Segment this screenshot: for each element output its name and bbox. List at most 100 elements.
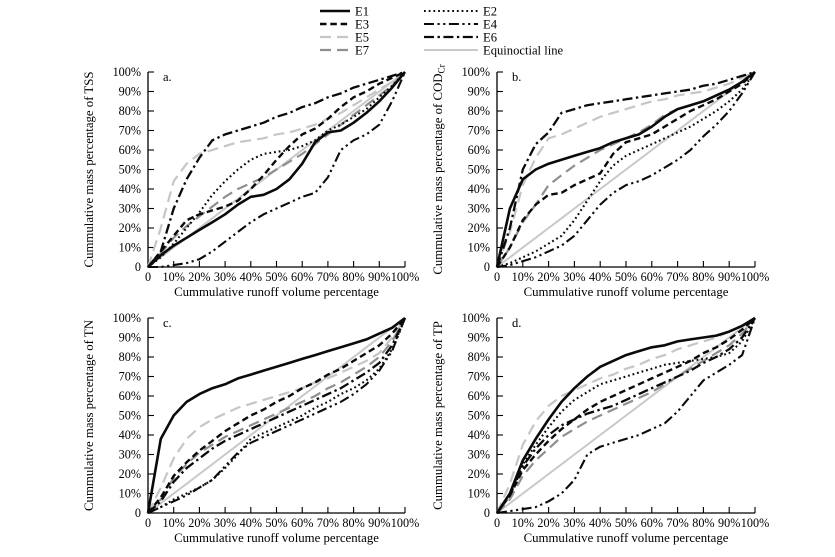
x-tick-label: 50%: [265, 270, 287, 284]
y-tick-label: 40%: [468, 182, 490, 196]
y-tick-label: 20%: [468, 467, 490, 481]
series-E5-a: [146, 71, 406, 268]
y-tick-label: 0: [484, 506, 490, 520]
series-E1-a: [147, 71, 407, 268]
panel-label-d: d.: [512, 316, 521, 330]
x-tick-label: 90%: [368, 270, 390, 284]
x-tick-label: 80%: [692, 516, 714, 530]
y-tick-label: 30%: [119, 202, 141, 216]
y-tick-label: 10%: [119, 487, 141, 501]
x-tick-label: 30%: [214, 270, 236, 284]
y-tick-label: 70%: [468, 370, 490, 384]
y-tick-label: 30%: [468, 202, 490, 216]
y-axis-title: Cummulative mass percentage of TSS: [82, 72, 96, 268]
x-axis-title: Cummulative runoff volume percentage: [524, 285, 729, 299]
y-tick-label: 0: [135, 260, 141, 274]
series-E1-c: [146, 316, 406, 514]
series-E4-b: [496, 71, 756, 269]
series-E7-d: [496, 317, 756, 514]
series-Equinoctial-line-c: [147, 317, 406, 514]
series-E6-b: [495, 70, 756, 268]
y-tick-label: 30%: [119, 448, 141, 462]
x-tick-label: 50%: [265, 516, 287, 530]
x-tick-label: 20%: [537, 270, 559, 284]
panel-b: 0 10% 20% 30% 40% 50% 60% 70% 80% 90% 100%010%20%3…: [431, 64, 769, 299]
x-tick-label: 60%: [641, 516, 663, 530]
x-tick-label: 60%: [291, 270, 313, 284]
y-tick-label: 60%: [468, 389, 490, 403]
y-tick-label: 50%: [119, 163, 141, 177]
x-tick-label: 10%: [512, 270, 534, 284]
y-tick-label: 70%: [119, 370, 141, 384]
x-tick-label: 30%: [563, 270, 585, 284]
legend-label-E3: E3: [355, 17, 369, 31]
x-tick-label: 20%: [188, 270, 210, 284]
y-tick-label: 40%: [468, 428, 490, 442]
y-axis-title: Cummulative mass percentage of TN: [82, 320, 96, 511]
series-Equinoctial-line-b: [496, 71, 756, 268]
x-tick-label: 40%: [589, 270, 611, 284]
y-tick-label: 60%: [468, 143, 490, 157]
series-E4-a: [148, 71, 406, 269]
legend-item-E2: E2: [424, 4, 497, 18]
y-tick-label: 30%: [468, 448, 490, 462]
x-tick-label: 80%: [342, 516, 364, 530]
y-tick-label: 70%: [468, 124, 490, 138]
x-tick-label: 10%: [163, 516, 185, 530]
series-E6-a: [147, 70, 406, 268]
y-tick-label: 0: [135, 506, 141, 520]
legend-item-E6: E6: [424, 30, 497, 44]
x-tick-label: 90%: [718, 270, 740, 284]
x-tick-label: 80%: [692, 270, 714, 284]
legend-item-EQ: Equinoctial line: [424, 43, 563, 57]
x-tick-label: 90%: [718, 516, 740, 530]
series-E2-a: [147, 71, 406, 268]
y-tick-label: 40%: [119, 182, 141, 196]
series-E7-c: [147, 317, 406, 514]
series-E4-d: [496, 317, 756, 515]
panel-label-a: a.: [163, 70, 172, 84]
y-tick-label: 90%: [119, 85, 141, 99]
legend-item-E5: E5: [320, 30, 369, 44]
y-tick-label: 20%: [119, 221, 141, 235]
series-E6-c: [147, 317, 407, 514]
panel-label-c: c.: [163, 316, 172, 330]
series-E6-d: [496, 317, 756, 514]
x-tick-label: 20%: [188, 516, 210, 530]
legend-label-EQ: Equinoctial line: [483, 43, 563, 57]
y-tick-label: 100%: [462, 311, 490, 325]
series-E3-a: [147, 70, 406, 268]
series-E3-c: [147, 317, 406, 514]
series-E4-c: [147, 317, 406, 514]
y-tick-label: 100%: [113, 65, 141, 79]
legend-label-E2: E2: [483, 4, 497, 18]
x-tick-label: 70%: [317, 270, 339, 284]
x-tick-label: 20%: [537, 516, 559, 530]
y-tick-label: 90%: [468, 331, 490, 345]
x-tick-label: 40%: [240, 270, 262, 284]
legend-label-E4: E4: [483, 17, 498, 31]
y-tick-label: 50%: [468, 409, 490, 423]
legend-label-E5: E5: [355, 30, 369, 44]
y-tick-label: 100%: [113, 311, 141, 325]
x-tick-label: 100%: [741, 270, 769, 284]
x-tick-label: 10%: [163, 270, 185, 284]
series-E5-c: [147, 317, 406, 514]
x-axis-title: Cummulative runoff volume percentage: [174, 531, 379, 545]
x-tick-label: 30%: [563, 516, 585, 530]
legend-item-E4: E4: [424, 17, 498, 31]
legend-item-E1: E1: [320, 4, 369, 18]
series-E2-b: [496, 71, 756, 269]
x-tick-label: 40%: [589, 516, 611, 530]
y-axis-title: Cummulative mass percentage of TP: [431, 321, 445, 510]
y-tick-label: 90%: [119, 331, 141, 345]
y-tick-label: 80%: [119, 104, 141, 118]
y-tick-label: 60%: [119, 389, 141, 403]
series-E2-c: [147, 317, 406, 514]
x-tick-label: 80%: [342, 270, 364, 284]
x-tick-label: 40%: [240, 516, 262, 530]
panel-c: 0 10% 20% 30% 40% 50% 60% 70% 80% 90% 100%010%20%3…: [82, 311, 419, 545]
x-tick-label: 50%: [615, 516, 637, 530]
y-tick-label: 10%: [468, 487, 490, 501]
